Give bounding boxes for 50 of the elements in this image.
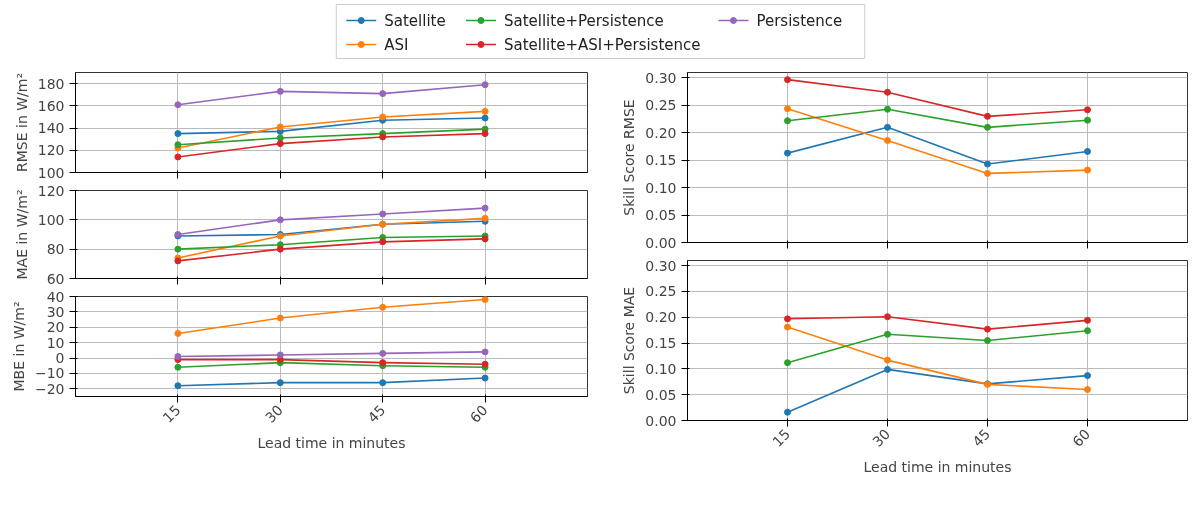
- x-tick-label: 15: [159, 401, 184, 426]
- y-tick-label: 180: [37, 75, 65, 92]
- y-axis-title: Skill Score MAE: [621, 286, 638, 395]
- y-tick-label: 0.30: [645, 69, 677, 86]
- y-tick-label: 120: [37, 182, 65, 199]
- y-tick-label: 0.10: [645, 179, 677, 196]
- y-axis-title: MBE in W/m²: [10, 301, 27, 392]
- legend-label: ASI: [384, 35, 409, 54]
- y-axis-title: Skill Score RMSE: [621, 99, 638, 216]
- x-axis-title: Lead time in minutes: [257, 435, 406, 452]
- y-tick-label: 0.25: [645, 97, 677, 114]
- y-tick-label: 30: [46, 303, 65, 320]
- y-tick-label: 0.10: [645, 360, 677, 377]
- y-tick-label: 0.00: [645, 412, 677, 429]
- legend-label: Satellite: [384, 11, 446, 30]
- y-tick-label: 0.05: [645, 207, 677, 224]
- legend-label: Persistence: [756, 11, 843, 30]
- y-tick-label: 0.25: [645, 283, 677, 300]
- y-tick-label: 40: [46, 288, 65, 305]
- legend-label: Satellite+ASI+Persistence: [503, 35, 701, 54]
- y-tick-label: 100: [37, 164, 65, 181]
- y-tick-label: 0.15: [645, 152, 677, 169]
- x-axis-title: Lead time in minutes: [863, 459, 1012, 476]
- x-tick-label: 45: [969, 425, 994, 450]
- y-tick-label: 100: [37, 211, 65, 228]
- y-axis-title: RMSE in W/m²: [13, 72, 30, 173]
- legend-label: Satellite+Persistence: [503, 11, 664, 30]
- y-tick-label: 140: [37, 120, 65, 137]
- y-tick-label: −10: [34, 365, 65, 382]
- y-tick-label: 20: [46, 319, 65, 336]
- x-tick-label: 30: [869, 425, 894, 450]
- y-axis-title: MAE in W/m²: [13, 189, 30, 280]
- y-tick-label: 0.20: [645, 124, 677, 141]
- y-tick-label: 0.15: [645, 335, 677, 352]
- x-tick-label: 60: [466, 401, 491, 426]
- y-tick-label: 0.30: [645, 257, 677, 274]
- y-tick-label: 60: [46, 270, 65, 287]
- y-tick-label: −20: [34, 380, 65, 397]
- y-tick-label: 0.05: [645, 386, 677, 403]
- y-tick-label: 0.00: [645, 234, 677, 251]
- x-tick-label: 15: [769, 425, 794, 450]
- x-tick-label: 60: [1069, 425, 1094, 450]
- y-tick-label: 10: [46, 334, 65, 351]
- y-tick-label: 80: [46, 241, 65, 258]
- y-tick-label: 160: [37, 97, 65, 114]
- y-tick-label: 120: [37, 142, 65, 159]
- y-tick-label: 0.20: [645, 309, 677, 326]
- y-tick-label: 0: [55, 350, 65, 367]
- x-tick-label: 45: [364, 401, 389, 426]
- x-tick-label: 30: [262, 401, 286, 426]
